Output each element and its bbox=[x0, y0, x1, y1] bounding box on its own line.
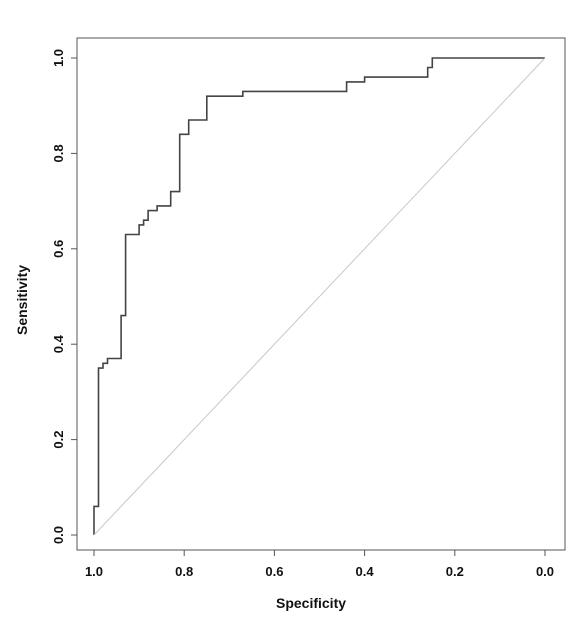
x-tick-label: 0.8 bbox=[175, 564, 193, 579]
x-tick-label: 0.2 bbox=[446, 564, 464, 579]
y-tick-label: 0.6 bbox=[51, 240, 66, 258]
plot-frame bbox=[76, 37, 566, 551]
x-tick-label: 0.6 bbox=[265, 564, 283, 579]
y-tick-label: 0.2 bbox=[51, 431, 66, 449]
x-tick-label: 1.0 bbox=[85, 564, 103, 579]
y-tick-label: 1.0 bbox=[51, 49, 66, 67]
y-tick-label: 0.4 bbox=[51, 334, 66, 353]
x-tick-label: 0.0 bbox=[536, 564, 554, 579]
x-tick-label: 0.4 bbox=[356, 564, 375, 579]
y-tick-label: 0.8 bbox=[51, 144, 66, 162]
y-axis-title: Sensitivity bbox=[14, 265, 30, 335]
y-tick-label: 0.0 bbox=[51, 526, 66, 544]
x-axis-title: Specificity bbox=[276, 595, 346, 611]
reference-diagonal bbox=[93, 57, 546, 536]
roc-curve bbox=[93, 57, 545, 535]
